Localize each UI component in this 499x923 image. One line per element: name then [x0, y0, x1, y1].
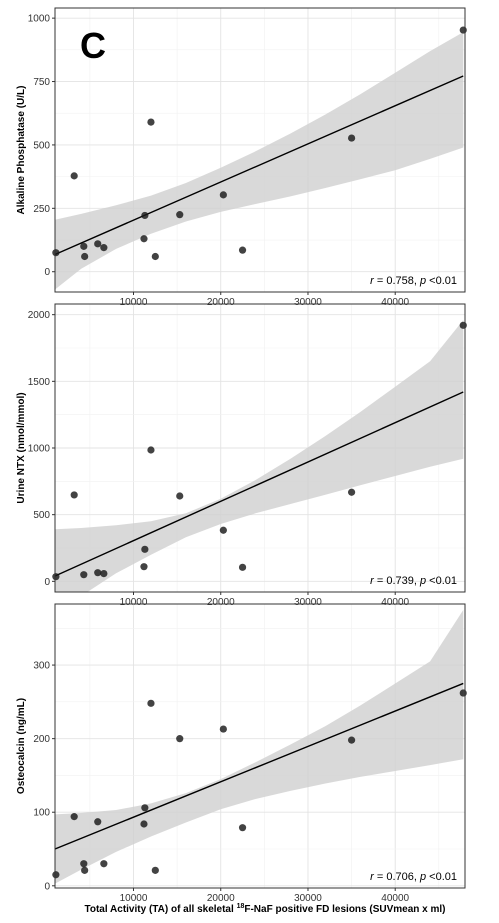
data-point — [147, 446, 155, 454]
panel-border — [54, 7, 466, 293]
correlation-annotation: r = 0.706, p <0.01 — [370, 871, 457, 883]
data-points — [52, 689, 467, 879]
x-tick-label: 20000 — [207, 297, 235, 308]
data-point — [80, 571, 88, 579]
y-tick-label: 2000 — [28, 310, 51, 321]
y-axis-label: Alkaline Phosphatase (U/L) — [16, 86, 27, 215]
data-point — [140, 820, 148, 828]
y-tick-label: 200 — [33, 734, 50, 745]
data-point — [459, 689, 467, 697]
x-tick-label: 10000 — [120, 297, 148, 308]
x-tick-label: 30000 — [294, 893, 322, 904]
data-point — [100, 570, 108, 578]
regression-line — [55, 75, 464, 256]
x-tick-label: 40000 — [381, 597, 409, 608]
panel-letter: C — [80, 25, 106, 66]
data-point — [70, 813, 78, 821]
data-point — [52, 249, 60, 257]
x-tick-label: 30000 — [294, 297, 322, 308]
data-point — [141, 211, 149, 220]
data-point — [219, 526, 227, 534]
correlation-annotation: r = 0.758, p <0.01 — [370, 275, 457, 287]
y-tick-label: 500 — [33, 510, 50, 521]
data-point — [140, 235, 148, 243]
data-point — [147, 699, 155, 707]
data-point — [176, 211, 184, 219]
x-tick-label: 10000 — [120, 597, 148, 608]
data-point — [94, 240, 102, 248]
x-tick-label: 40000 — [381, 893, 409, 904]
y-tick-label: 300 — [33, 661, 50, 672]
data-point — [219, 191, 227, 199]
data-point — [347, 736, 356, 744]
data-point — [70, 172, 78, 180]
data-point — [176, 735, 184, 743]
x-tick-label: 30000 — [294, 597, 322, 608]
data-point — [176, 492, 184, 500]
data-point — [141, 804, 149, 812]
data-point — [238, 246, 247, 254]
y-tick-label: 1000 — [28, 14, 51, 25]
data-point — [151, 252, 159, 261]
x-axis-label: Total Activity (TA) of all skeletal 18F-… — [84, 903, 445, 915]
panel-2: 0 500 1000 1500 2000 10000 20000 30000 40000 Urin… — [16, 303, 467, 608]
y-tick-label: 1500 — [28, 377, 51, 388]
data-point — [52, 573, 60, 581]
data-point — [347, 134, 356, 142]
x-tick-label: 20000 — [207, 597, 235, 608]
data-points — [52, 321, 467, 581]
x-tick-label: 40000 — [381, 297, 409, 308]
y-tick-label: 0 — [44, 577, 50, 588]
y-tick-label: 500 — [33, 140, 50, 151]
data-point — [459, 26, 467, 34]
data-point — [147, 118, 155, 126]
data-point — [141, 545, 149, 553]
regression-line — [55, 391, 464, 577]
data-point — [459, 321, 467, 329]
data-point — [52, 871, 60, 879]
data-point — [347, 488, 356, 496]
confidence-band — [55, 320, 464, 592]
y-tick-label: 0 — [44, 267, 50, 278]
y-tick-label: 250 — [33, 204, 50, 215]
data-point — [151, 866, 159, 874]
data-point — [81, 866, 89, 874]
data-point — [80, 242, 88, 250]
y-tick-label: 100 — [33, 808, 50, 819]
y-tick-label: 0 — [44, 881, 50, 892]
data-point — [70, 491, 78, 499]
panel-border — [54, 603, 466, 889]
confidence-band — [55, 609, 464, 884]
y-axis-label: Osteocalcin (ng/mL) — [16, 698, 27, 794]
y-axis-label: Urine NTX (nmol/mmol) — [16, 392, 27, 503]
data-point — [94, 569, 102, 577]
data-point — [81, 252, 89, 261]
data-point — [219, 725, 227, 733]
x-tick-label: 10000 — [120, 893, 148, 904]
data-point — [100, 860, 108, 868]
panel-3: 0 100 200 300 10000 20000 30000 40000 Osteocalci… — [16, 603, 467, 904]
data-point — [100, 244, 108, 252]
y-tick-label: 750 — [33, 77, 50, 88]
panel-1: 0 250 500 750 1000 10000 20000 30000 40000 Alkali… — [16, 7, 467, 308]
data-point — [80, 860, 88, 868]
data-point — [238, 824, 247, 832]
x-tick-label: 20000 — [207, 893, 235, 904]
confidence-band — [55, 32, 464, 290]
data-point — [94, 818, 102, 826]
correlation-annotation: r = 0.739, p <0.01 — [370, 575, 457, 587]
data-point — [140, 563, 148, 571]
regression-line — [55, 682, 464, 850]
data-point — [238, 563, 247, 571]
y-tick-label: 1000 — [28, 444, 51, 455]
